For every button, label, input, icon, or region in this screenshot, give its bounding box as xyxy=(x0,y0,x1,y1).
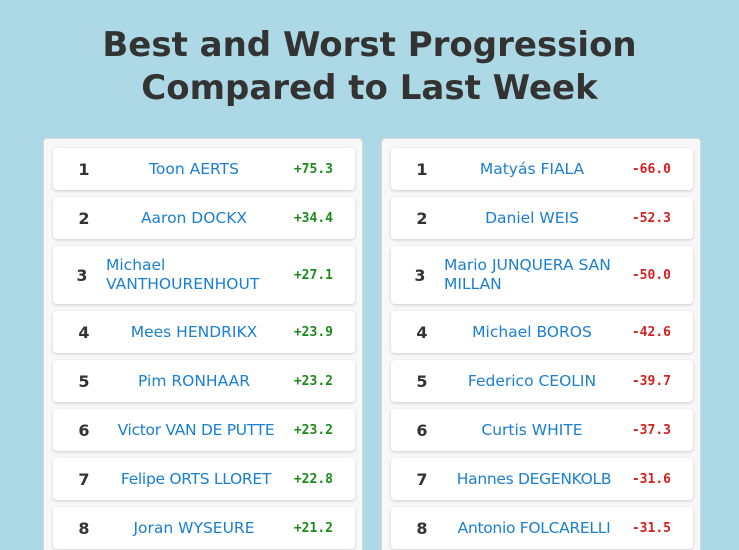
list-item: 7 Felipe ORTS LLORET +22.8 xyxy=(53,458,355,500)
rank: 2 xyxy=(78,208,90,228)
rider-name-link[interactable]: Curtis WHITE xyxy=(481,420,583,439)
progression-value: +21.2 xyxy=(293,520,333,536)
rider-name-link[interactable]: Felipe ORTS LLORET xyxy=(120,469,272,488)
list-item: 5 Pim RONHAAR +23.2 xyxy=(53,360,355,402)
rank: 8 xyxy=(78,518,90,538)
title-line-2: Compared to Last Week xyxy=(141,68,598,108)
progression-value: -52.3 xyxy=(631,210,671,226)
rider-name-link[interactable]: Michael BOROS xyxy=(472,322,592,341)
rider-name-link[interactable]: Federico CEOLIN xyxy=(467,371,597,390)
list-item: 2 Aaron DOCKX +34.4 xyxy=(53,197,355,239)
rider-name-link[interactable]: Joran WYSEURE xyxy=(133,518,255,537)
progression-value: +23.2 xyxy=(293,422,333,438)
worst-progression-list: 1 Matyás FIALA -66.0 2 Daniel WEIS -52.3… xyxy=(381,138,701,550)
rank: 1 xyxy=(416,159,428,179)
list-item: 6 Curtis WHITE -37.3 xyxy=(391,409,693,451)
rank: 7 xyxy=(78,469,90,489)
rider-name-link[interactable]: Pim RONHAAR xyxy=(138,371,250,390)
progression-value: -39.7 xyxy=(631,373,671,389)
rider-name-link[interactable]: Matyás FIALA xyxy=(479,159,585,178)
list-item: 4 Mees HENDRIKX +23.9 xyxy=(53,311,355,353)
rider-name-link[interactable]: Hannes DEGENKOLB xyxy=(456,469,612,488)
list-item: 2 Daniel WEIS -52.3 xyxy=(391,197,693,239)
rank: 6 xyxy=(78,420,90,440)
rider-name-link[interactable]: Daniel WEIS xyxy=(485,208,579,227)
rank: 3 xyxy=(76,265,88,285)
page-title: Best and Worst Progression Compared to L… xyxy=(0,24,739,110)
rider-name-link[interactable]: Victor VAN DE PUTTE xyxy=(117,420,275,439)
progression-value: +23.2 xyxy=(293,373,333,389)
list-item: 8 Antonio FOLCARELLI -31.5 xyxy=(391,507,693,549)
list-item: 6 Victor VAN DE PUTTE +23.2 xyxy=(53,409,355,451)
progression-value: +23.9 xyxy=(293,324,333,340)
rank: 5 xyxy=(416,371,428,391)
progression-value: -31.5 xyxy=(631,520,671,536)
progression-value: +22.8 xyxy=(293,471,333,487)
rank: 4 xyxy=(78,322,90,342)
rider-name-link[interactable]: Mees HENDRIKX xyxy=(130,322,258,341)
progression-value: -50.0 xyxy=(631,267,671,283)
rank: 4 xyxy=(416,322,428,342)
best-progression-list: 1 Toon AERTS +75.3 2 Aaron DOCKX +34.4 3… xyxy=(43,138,363,550)
progression-value: -42.6 xyxy=(631,324,671,340)
rank: 1 xyxy=(78,159,90,179)
rank: 7 xyxy=(416,469,428,489)
list-item: 1 Matyás FIALA -66.0 xyxy=(391,148,693,190)
list-item: 1 Toon AERTS +75.3 xyxy=(53,148,355,190)
rider-name-link[interactable]: Mario JUNQUERA SAN MILLAN xyxy=(444,256,611,293)
rank: 3 xyxy=(414,265,426,285)
title-line-1: Best and Worst Progression xyxy=(102,25,637,65)
rider-name-link[interactable]: Aaron DOCKX xyxy=(140,208,248,227)
rank: 2 xyxy=(416,208,428,228)
rank: 5 xyxy=(78,371,90,391)
rank: 8 xyxy=(416,518,428,538)
rider-name-link[interactable]: Antonio FOLCARELLI xyxy=(457,518,611,537)
list-item: 4 Michael BOROS -42.6 xyxy=(391,311,693,353)
list-item: 3 Michael VANTHOURENHOUT +27.1 xyxy=(53,246,355,304)
progression-value: -37.3 xyxy=(631,422,671,438)
progression-value: +75.3 xyxy=(293,161,333,177)
list-item: 3 Mario JUNQUERA SAN MILLAN -50.0 xyxy=(391,246,693,304)
list-item: 8 Joran WYSEURE +21.2 xyxy=(53,507,355,549)
rank: 6 xyxy=(416,420,428,440)
progression-value: +27.1 xyxy=(293,267,333,283)
progression-value: -31.6 xyxy=(631,471,671,487)
list-item: 5 Federico CEOLIN -39.7 xyxy=(391,360,693,402)
list-item: 7 Hannes DEGENKOLB -31.6 xyxy=(391,458,693,500)
progression-value: +34.4 xyxy=(293,210,333,226)
rider-name-link[interactable]: Michael VANTHOURENHOUT xyxy=(106,256,260,293)
rider-name-link[interactable]: Toon AERTS xyxy=(149,159,239,178)
progression-value: -66.0 xyxy=(631,161,671,177)
